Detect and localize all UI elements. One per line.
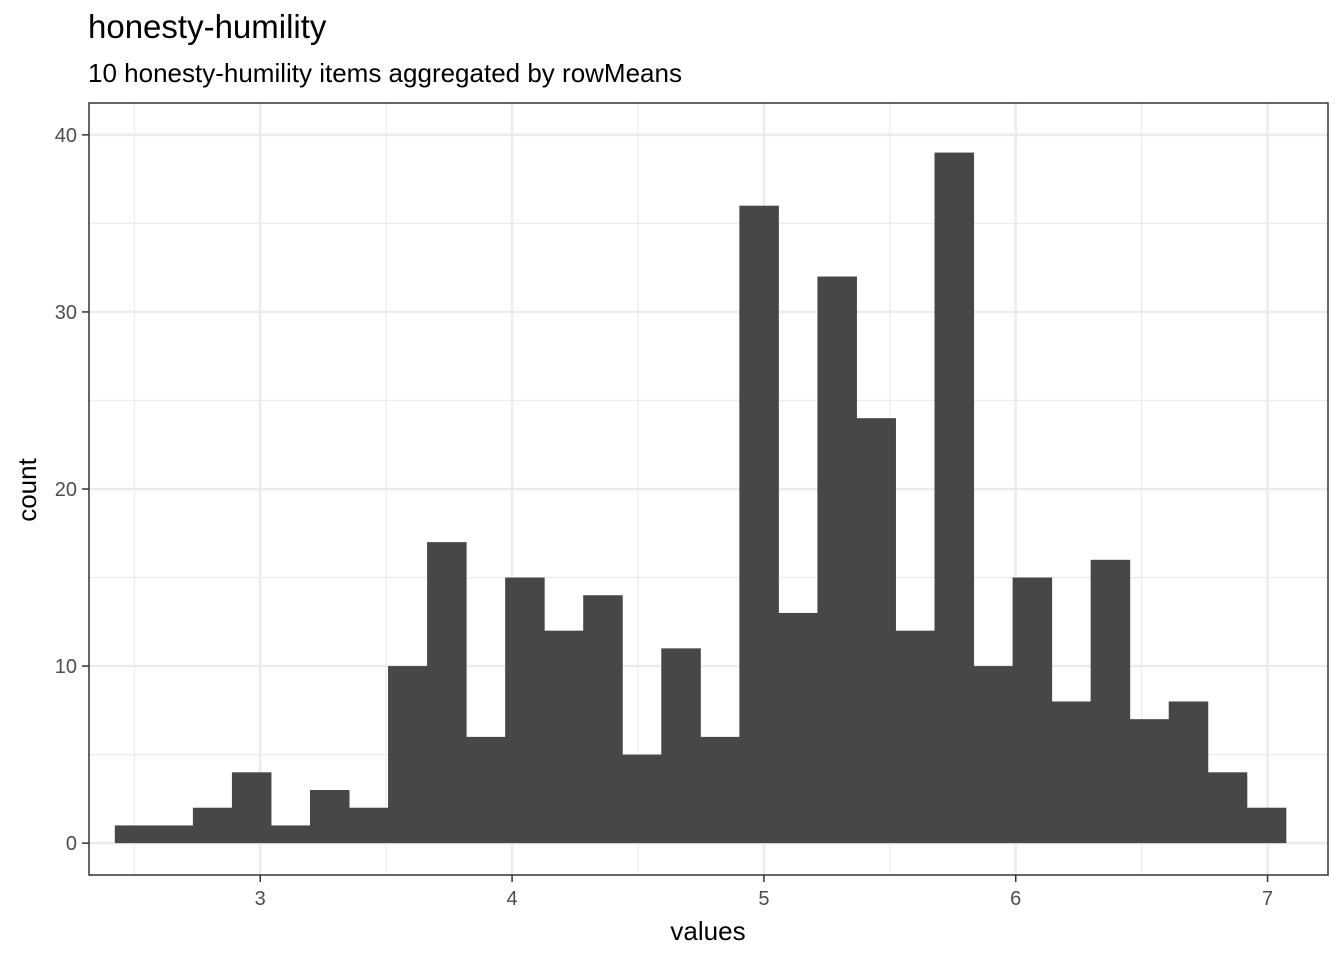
histogram-bars	[114, 152, 1287, 844]
histogram-bar	[466, 736, 506, 844]
histogram-bar	[622, 754, 662, 844]
histogram-bar	[427, 542, 467, 844]
histogram-bar	[153, 825, 194, 844]
histogram-bar	[817, 276, 857, 844]
histogram-bar	[934, 152, 975, 844]
histogram-bar	[544, 630, 584, 844]
histogram-bar	[114, 825, 155, 844]
y-tick-label: 20	[55, 479, 77, 501]
histogram-bar	[388, 666, 428, 844]
histogram-bar	[1051, 701, 1092, 844]
histogram-bar	[1090, 559, 1131, 844]
histogram-bar	[231, 772, 272, 844]
histogram-bar	[1207, 772, 1248, 844]
histogram-bar	[270, 825, 311, 844]
histogram-bar	[973, 666, 1014, 844]
histogram-bar	[309, 790, 350, 844]
y-tick-label: 40	[55, 125, 77, 147]
x-tick-label: 6	[1010, 888, 1021, 910]
x-tick-label: 5	[758, 888, 769, 910]
x-tick-label: 3	[255, 888, 266, 910]
histogram-bar	[1012, 577, 1053, 844]
histogram-bar	[349, 807, 389, 844]
histogram-bar	[856, 418, 896, 844]
y-axis-title: count	[12, 457, 42, 521]
y-tick-label: 30	[55, 302, 77, 324]
y-tick-label: 0	[66, 833, 77, 855]
histogram-bar	[583, 595, 623, 844]
histogram-bar	[192, 807, 233, 844]
axis-ticks: 3 4 5 6 7 0 10 20 30 40	[55, 125, 1273, 910]
histogram-bar	[661, 648, 701, 844]
histogram-bar	[700, 736, 740, 844]
histogram-bar	[895, 630, 936, 844]
histogram-bar	[1129, 719, 1170, 844]
y-tick-label: 10	[55, 656, 77, 678]
histogram-bar	[1168, 701, 1209, 844]
histogram-bar	[778, 612, 818, 844]
histogram-bar	[1246, 807, 1287, 844]
histogram-bar	[739, 205, 779, 844]
x-tick-label: 4	[507, 888, 518, 910]
x-axis-title: values	[670, 916, 745, 946]
histogram-bar	[505, 577, 545, 844]
chart-title: honesty-humility	[88, 8, 327, 45]
chart-subtitle: 10 honesty-humility items aggregated by …	[88, 58, 682, 88]
x-tick-label: 7	[1262, 888, 1273, 910]
